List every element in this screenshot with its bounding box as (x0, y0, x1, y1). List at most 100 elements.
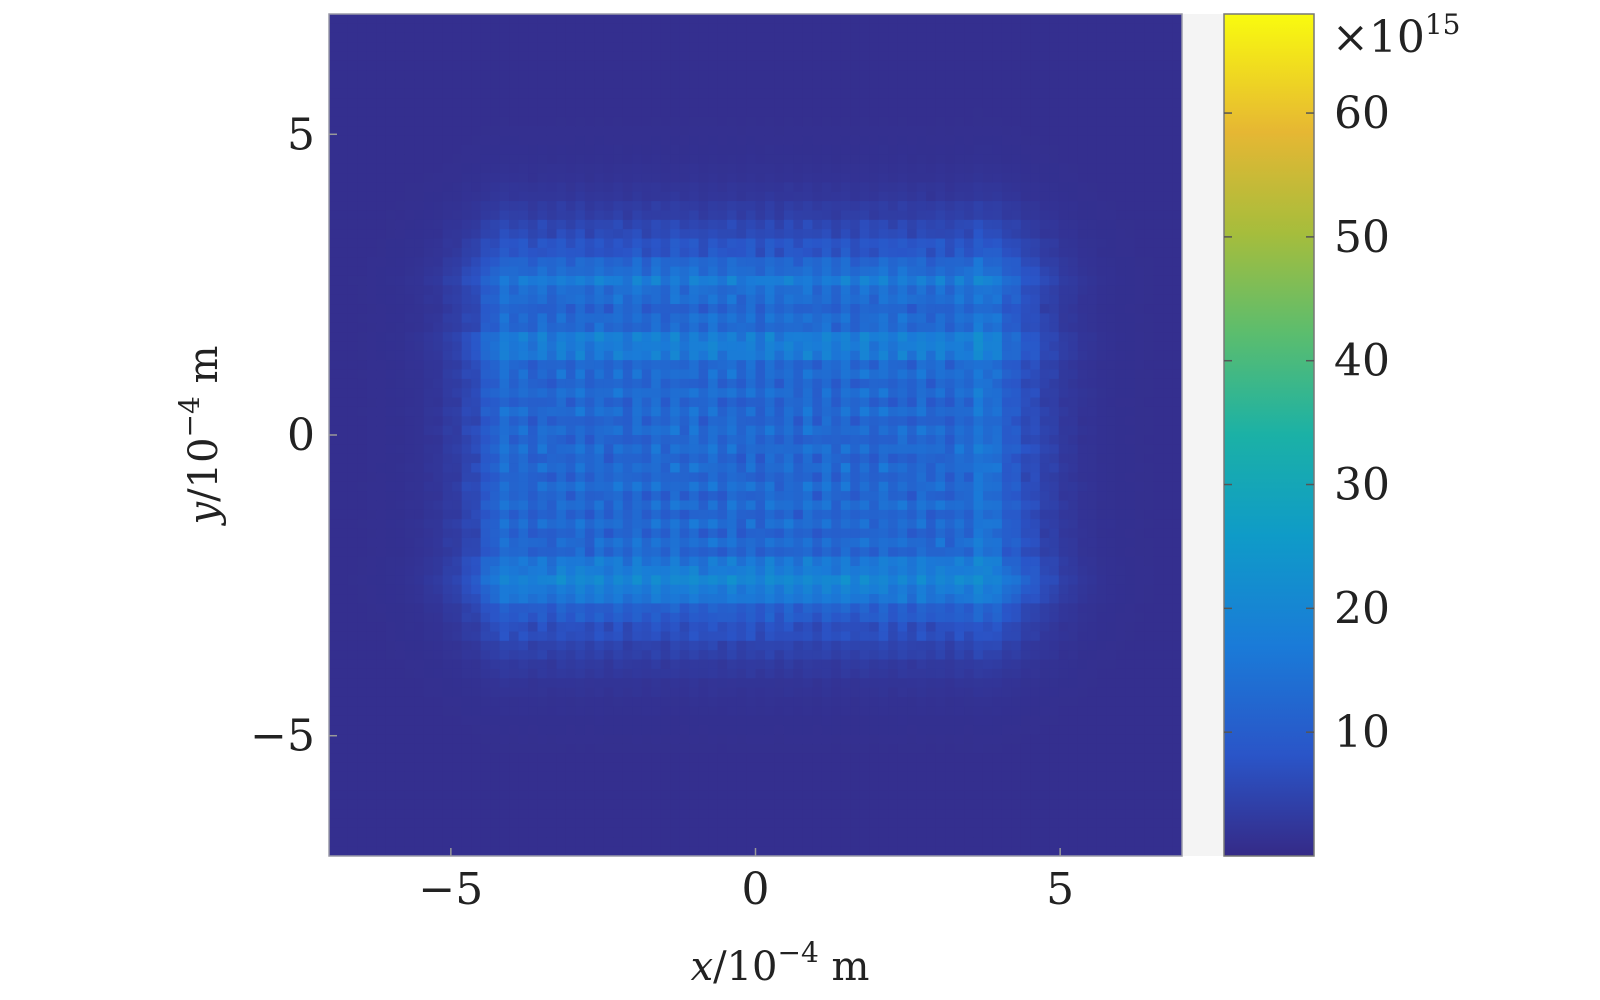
heatmap-cell (727, 575, 738, 586)
heatmap-cell (746, 696, 757, 707)
heatmap-cell (338, 378, 349, 389)
heatmap-cell (708, 416, 719, 427)
heatmap-cell (452, 827, 463, 838)
heatmap-cell (632, 70, 643, 81)
heatmap-cell (528, 528, 539, 539)
heatmap-cell (357, 219, 368, 230)
heatmap-cell (556, 453, 567, 464)
heatmap-cell (850, 397, 861, 408)
heatmap-cell (338, 135, 349, 146)
heatmap-cell (622, 650, 633, 661)
heatmap-cell (575, 369, 586, 380)
heatmap-cell (509, 107, 520, 118)
heatmap-cell (727, 173, 738, 183)
heatmap-cell (831, 631, 842, 642)
heatmap-cell (802, 210, 813, 221)
heatmap-cell (423, 556, 434, 567)
heatmap-cell (584, 182, 595, 193)
heatmap-cell (689, 238, 700, 249)
heatmap-cell (471, 781, 482, 792)
heatmap-cell (584, 116, 595, 127)
heatmap-cell (452, 88, 463, 99)
heatmap-cell (793, 88, 804, 99)
heatmap-cell (736, 247, 747, 258)
heatmap-cell (821, 528, 832, 539)
heatmap-cell (727, 547, 738, 558)
heatmap-cell (565, 294, 577, 305)
heatmap-cell (461, 575, 472, 586)
heatmap-cell (461, 594, 472, 604)
heatmap-cell (565, 584, 577, 595)
heatmap-cell (727, 725, 738, 735)
heatmap-cell (490, 144, 501, 155)
heatmap-cell (727, 154, 738, 165)
heatmap-cell (528, 416, 539, 427)
heatmap-cell (347, 275, 359, 286)
heatmap-cell (812, 650, 823, 661)
heatmap-cell (679, 659, 690, 670)
heatmap-cell (471, 734, 482, 745)
heatmap-cell (651, 397, 662, 408)
heatmap-cell (632, 425, 643, 436)
heatmap-cell (840, 51, 851, 62)
heatmap-cell (603, 229, 614, 240)
heatmap-cell (793, 238, 804, 249)
heatmap-cell (509, 135, 520, 146)
heatmap-cell (471, 687, 482, 698)
heatmap-cell (461, 650, 472, 661)
heatmap-cell (395, 453, 406, 464)
heatmap-cell (746, 229, 757, 240)
heatmap-cell (840, 210, 851, 221)
heatmap-cell (840, 706, 851, 717)
heatmap-cell (641, 360, 652, 371)
heatmap-cell (717, 519, 728, 530)
heatmap-cell (660, 163, 671, 174)
heatmap-cell (689, 696, 700, 707)
heatmap-cell (660, 378, 671, 389)
heatmap-cell (499, 809, 510, 820)
heatmap-cell (821, 154, 832, 165)
heatmap-cell (764, 135, 776, 146)
heatmap-cell (357, 135, 368, 146)
heatmap-cell (660, 631, 671, 642)
heatmap-cell (698, 378, 709, 389)
heatmap-cell (689, 706, 700, 717)
heatmap-cell (755, 332, 766, 343)
heatmap-cell (471, 771, 482, 782)
heatmap-cell (632, 275, 643, 286)
heatmap-cell (338, 481, 349, 492)
heatmap-cell (528, 23, 539, 34)
heatmap-cell (736, 537, 747, 548)
heatmap-cell (679, 173, 690, 183)
heatmap-cell (338, 397, 349, 408)
heatmap-cell (565, 594, 577, 604)
heatmap-cell (840, 537, 851, 548)
heatmap-cell (528, 556, 539, 567)
heatmap-cell (509, 650, 520, 661)
heatmap-cell (641, 575, 652, 586)
heatmap-cell (622, 70, 633, 81)
heatmap-cell (565, 734, 577, 745)
heatmap-cell (565, 173, 577, 183)
heatmap-cell (528, 210, 539, 221)
heatmap-cell (708, 444, 719, 455)
heatmap-cell (755, 818, 766, 829)
heatmap-cell (670, 612, 681, 623)
heatmap-cell (632, 88, 643, 99)
heatmap-cell (727, 425, 738, 436)
heatmap-cell (366, 341, 377, 352)
heatmap-cell (414, 219, 425, 230)
heatmap-cell (433, 500, 444, 511)
heatmap-cell (556, 631, 567, 642)
heatmap-cell (357, 509, 368, 520)
heatmap-cell (442, 163, 453, 174)
heatmap-cell (727, 463, 738, 474)
heatmap-cell (423, 144, 434, 155)
heatmap-cell (622, 715, 633, 726)
heatmap-cell (689, 163, 700, 174)
heatmap-cell (385, 640, 396, 651)
heatmap-cell (679, 650, 690, 661)
heatmap-cell (689, 556, 700, 567)
heatmap-cell (774, 98, 785, 109)
heatmap-cell (689, 266, 700, 277)
